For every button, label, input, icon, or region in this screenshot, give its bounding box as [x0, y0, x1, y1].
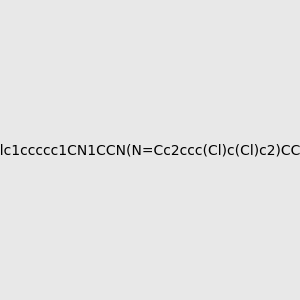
Text: Clc1ccccc1CN1CCN(N=Cc2ccc(Cl)c(Cl)c2)CC1: Clc1ccccc1CN1CCN(N=Cc2ccc(Cl)c(Cl)c2)CC1: [0, 143, 300, 157]
